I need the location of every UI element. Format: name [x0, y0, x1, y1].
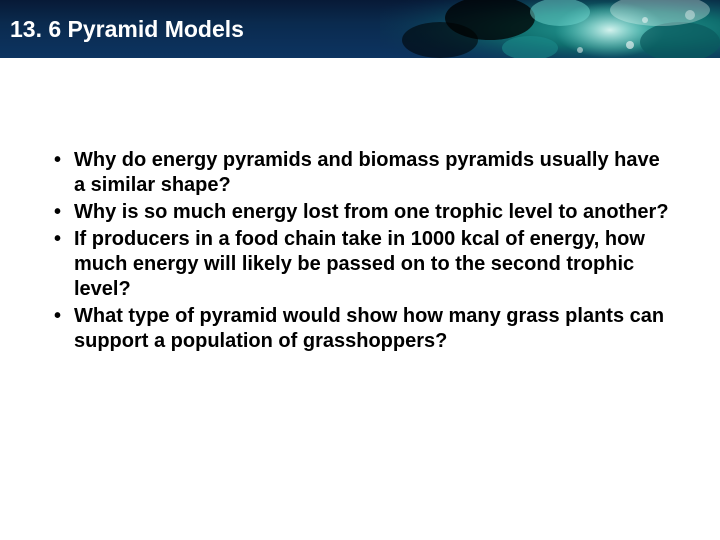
content-area: Why do energy pyramids and biomass pyram… [0, 58, 720, 354]
bullet-item: Why is so much energy lost from one trop… [50, 200, 670, 225]
bullet-list: Why do energy pyramids and biomass pyram… [50, 148, 670, 354]
bullet-item: Why do energy pyramids and biomass pyram… [50, 148, 670, 198]
header-title: 13. 6 Pyramid Models [0, 16, 244, 43]
header-bar: 13. 6 Pyramid Models [0, 0, 720, 58]
bullet-item: If producers in a food chain take in 100… [50, 227, 670, 302]
bullet-item: What type of pyramid would show how many… [50, 304, 670, 354]
header-decor-texture [380, 0, 720, 58]
